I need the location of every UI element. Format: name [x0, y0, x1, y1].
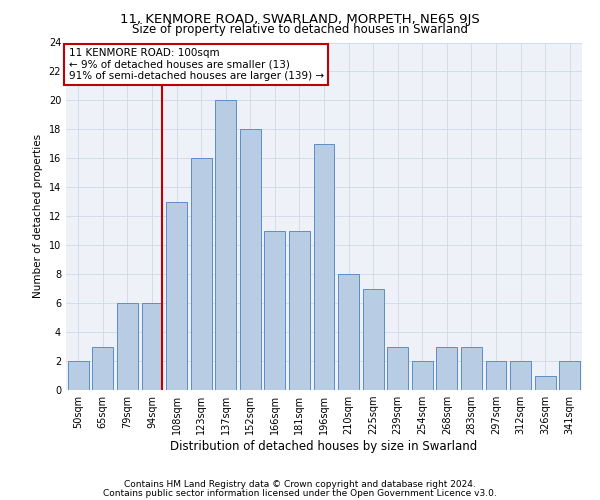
- Bar: [314, 144, 334, 390]
- Bar: [510, 361, 531, 390]
- Text: 11 KENMORE ROAD: 100sqm
← 9% of detached houses are smaller (13)
91% of semi-det: 11 KENMORE ROAD: 100sqm ← 9% of detached…: [68, 48, 324, 81]
- Text: Size of property relative to detached houses in Swarland: Size of property relative to detached ho…: [132, 22, 468, 36]
- Text: 11, KENMORE ROAD, SWARLAND, MORPETH, NE65 9JS: 11, KENMORE ROAD, SWARLAND, MORPETH, NE6…: [120, 12, 480, 26]
- Bar: [215, 100, 236, 390]
- X-axis label: Distribution of detached houses by size in Swarland: Distribution of detached houses by size …: [170, 440, 478, 453]
- Text: Contains HM Land Registry data © Crown copyright and database right 2024.: Contains HM Land Registry data © Crown c…: [124, 480, 476, 489]
- Bar: [485, 361, 506, 390]
- Bar: [559, 361, 580, 390]
- Y-axis label: Number of detached properties: Number of detached properties: [33, 134, 43, 298]
- Bar: [289, 230, 310, 390]
- Text: Contains public sector information licensed under the Open Government Licence v3: Contains public sector information licen…: [103, 488, 497, 498]
- Bar: [338, 274, 359, 390]
- Bar: [166, 202, 187, 390]
- Bar: [436, 346, 457, 390]
- Bar: [68, 361, 89, 390]
- Bar: [92, 346, 113, 390]
- Bar: [265, 230, 286, 390]
- Bar: [461, 346, 482, 390]
- Bar: [387, 346, 408, 390]
- Bar: [535, 376, 556, 390]
- Bar: [142, 303, 163, 390]
- Bar: [412, 361, 433, 390]
- Bar: [117, 303, 138, 390]
- Bar: [362, 288, 383, 390]
- Bar: [240, 130, 261, 390]
- Bar: [191, 158, 212, 390]
